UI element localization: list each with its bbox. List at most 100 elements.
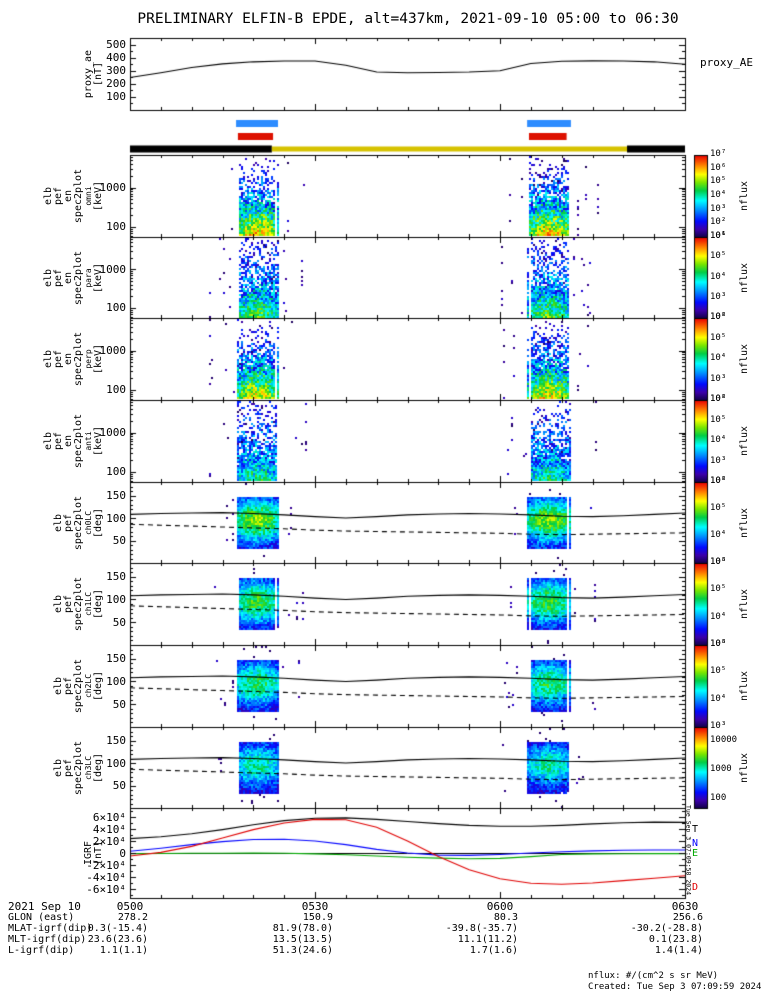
- flux-units-note: nflux: #/(cm^2 s sr MeV): [588, 971, 719, 981]
- y-tick-label: 0: [119, 846, 126, 860]
- side-timestamp: Tue Sep 3 07:09:58 2024: [684, 804, 693, 896]
- var-row-value: 11.1(11.2): [457, 934, 518, 945]
- y-tick-label: 50: [112, 779, 126, 792]
- colorbar-tick-label: 10³: [710, 721, 727, 731]
- right-label-proxy_ae: proxy_AE: [700, 56, 753, 69]
- y-axis-label: spec2plot: [73, 413, 84, 469]
- y-tick-label: 1000: [99, 344, 127, 358]
- y-tick-label: 50: [112, 615, 126, 629]
- colorbar-title-pa_spec2plot_ch0LC: nflux: [739, 507, 750, 538]
- var-row-value: 80.3: [493, 912, 518, 923]
- axis-date-label: 2021 Sep 10: [8, 900, 81, 913]
- x-tick-label: 0530: [301, 900, 329, 913]
- y-tick-label: 6×10⁴: [92, 810, 126, 824]
- colorbar-title-en_spec2plot_anti: nflux: [739, 425, 750, 457]
- y-tick-label: 1000: [99, 426, 127, 440]
- y-tick-label: -2×10⁴: [86, 858, 126, 872]
- colorbar-tick-label: 10⁵: [710, 332, 727, 343]
- var-row-value: 13.5(13.5): [272, 934, 333, 945]
- colorbar-tick-label: 10³: [710, 455, 727, 466]
- colorbar-tick-label: 10²: [710, 217, 727, 228]
- legend-T: T: [692, 824, 699, 836]
- x-tick-label: 0630: [671, 900, 699, 913]
- var-row-value: 0.3(-15.4): [87, 923, 148, 934]
- colorbar-tick-label: 10⁴: [710, 530, 727, 541]
- colorbar-title-en_spec2plot_para: nflux: [739, 262, 750, 293]
- y-axis-label: spec2plot: [73, 168, 84, 224]
- y-tick-label: -4×10⁴: [86, 870, 126, 884]
- y-tick-label: 150: [106, 652, 126, 666]
- var-row-value: 23.6(23.6): [87, 934, 148, 945]
- y-tick-label: 4×10⁴: [92, 822, 126, 836]
- colorbar-tick-label: 10⁵: [710, 666, 727, 677]
- colorbar-tick-label: 10⁵: [710, 584, 727, 595]
- y-tick-label: 300: [106, 64, 126, 78]
- y-tick-label: -6×10⁴: [86, 882, 126, 896]
- var-row-value: 278.2: [117, 912, 148, 923]
- y-tick-label: 100: [106, 756, 126, 770]
- colorbar-tick-label: 10⁵: [710, 502, 727, 513]
- colorbar-tick-label: 10⁶: [710, 162, 727, 173]
- colorbar-tick-label: 10⁶: [710, 639, 727, 649]
- y-tick-label: 2×10⁴: [92, 834, 126, 848]
- var-row-value: 1.1(1.1): [99, 945, 148, 956]
- colorbar-tick-label: 10³: [710, 557, 727, 567]
- y-tick-label: 100: [106, 674, 126, 688]
- colorbar-tick-label: 10⁴: [710, 190, 727, 200]
- var-row-value: -39.8(-35.7): [445, 923, 518, 934]
- colorbar-tick-label: 100: [710, 793, 727, 804]
- colorbar-tick-label: 1000: [710, 764, 732, 775]
- y-tick-label: 150: [106, 489, 126, 502]
- legend-N: N: [692, 837, 699, 849]
- y-tick-label: 100: [106, 301, 126, 315]
- colorbar-tick-label: 10000: [710, 735, 738, 746]
- plot-title: PRELIMINARY ELFIN-B EPDE, alt=437km, 202…: [137, 11, 679, 27]
- colorbar-tick-label: 10⁶: [710, 476, 727, 486]
- colorbar-tick-label: 10³: [710, 373, 727, 384]
- colorbar-tick-label: 10²: [710, 476, 727, 486]
- colorbar-tick-label: 10⁷: [710, 149, 727, 159]
- colorbar-title-en_spec2plot_omni: nflux: [739, 180, 750, 212]
- y-tick-label: 1000: [99, 181, 127, 195]
- colorbar-tick-label: 10⁴: [710, 693, 727, 704]
- var-row-value: 256.6: [672, 912, 703, 923]
- var-row-value: 1.4(1.4): [654, 945, 703, 956]
- var-row-value: 0.1(23.8): [648, 934, 703, 945]
- y-axis-label: spec2plot: [73, 250, 84, 305]
- y-tick-label: 50: [112, 697, 126, 711]
- var-row-label: GLON (east): [8, 912, 75, 923]
- colorbar-tick-label: 10⁴: [710, 353, 727, 363]
- y-tick-label: 400: [106, 51, 126, 65]
- colorbar-tick-label: 10³: [710, 639, 727, 649]
- colorbar-title-pa_spec2plot_ch3LC: nflux: [739, 752, 750, 783]
- y-tick-label: 100: [106, 383, 126, 397]
- var-row-value: 1.7(1.6): [469, 945, 518, 956]
- colorbar-tick-label: 10⁶: [710, 557, 727, 567]
- colorbar-tick-label: 10⁵: [710, 251, 727, 262]
- colorbar-tick-label: 10²: [710, 312, 727, 322]
- x-tick-label: 0600: [486, 900, 514, 913]
- colorbar-title-en_spec2plot_perp: nflux: [739, 343, 750, 375]
- var-row-value: 81.9(78.0): [272, 923, 333, 934]
- colorbar-title-pa_spec2plot_ch2LC: nflux: [739, 670, 750, 702]
- colorbar-tick-label: 10⁴: [710, 435, 727, 445]
- colorbar-title-pa_spec2plot_ch1LC: nflux: [739, 588, 750, 620]
- y-axis-label: spec2plot: [73, 331, 84, 387]
- var-row-value: -30.2(-28.8): [630, 923, 703, 934]
- y-tick-label: 1000: [99, 262, 127, 276]
- colorbar-tick-label: 10¹: [710, 231, 727, 241]
- y-tick-label: 150: [106, 734, 126, 747]
- colorbar-tick-label: 10⁶: [710, 394, 727, 404]
- var-row-value: 51.3(24.6): [272, 945, 333, 956]
- colorbar-tick-label: 10⁵: [710, 176, 727, 187]
- var-row-label: L-igrf(dip): [8, 945, 75, 956]
- colorbar-tick-label: 10³: [710, 291, 727, 302]
- y-tick-label: 100: [106, 90, 126, 104]
- y-tick-label: 100: [106, 511, 126, 525]
- y-tick-label: 150: [106, 570, 126, 584]
- var-row-label: MLAT-igrf(dip): [8, 923, 93, 934]
- var-row-value: 150.9: [302, 912, 333, 923]
- colorbar-tick-label: 10⁶: [710, 231, 727, 241]
